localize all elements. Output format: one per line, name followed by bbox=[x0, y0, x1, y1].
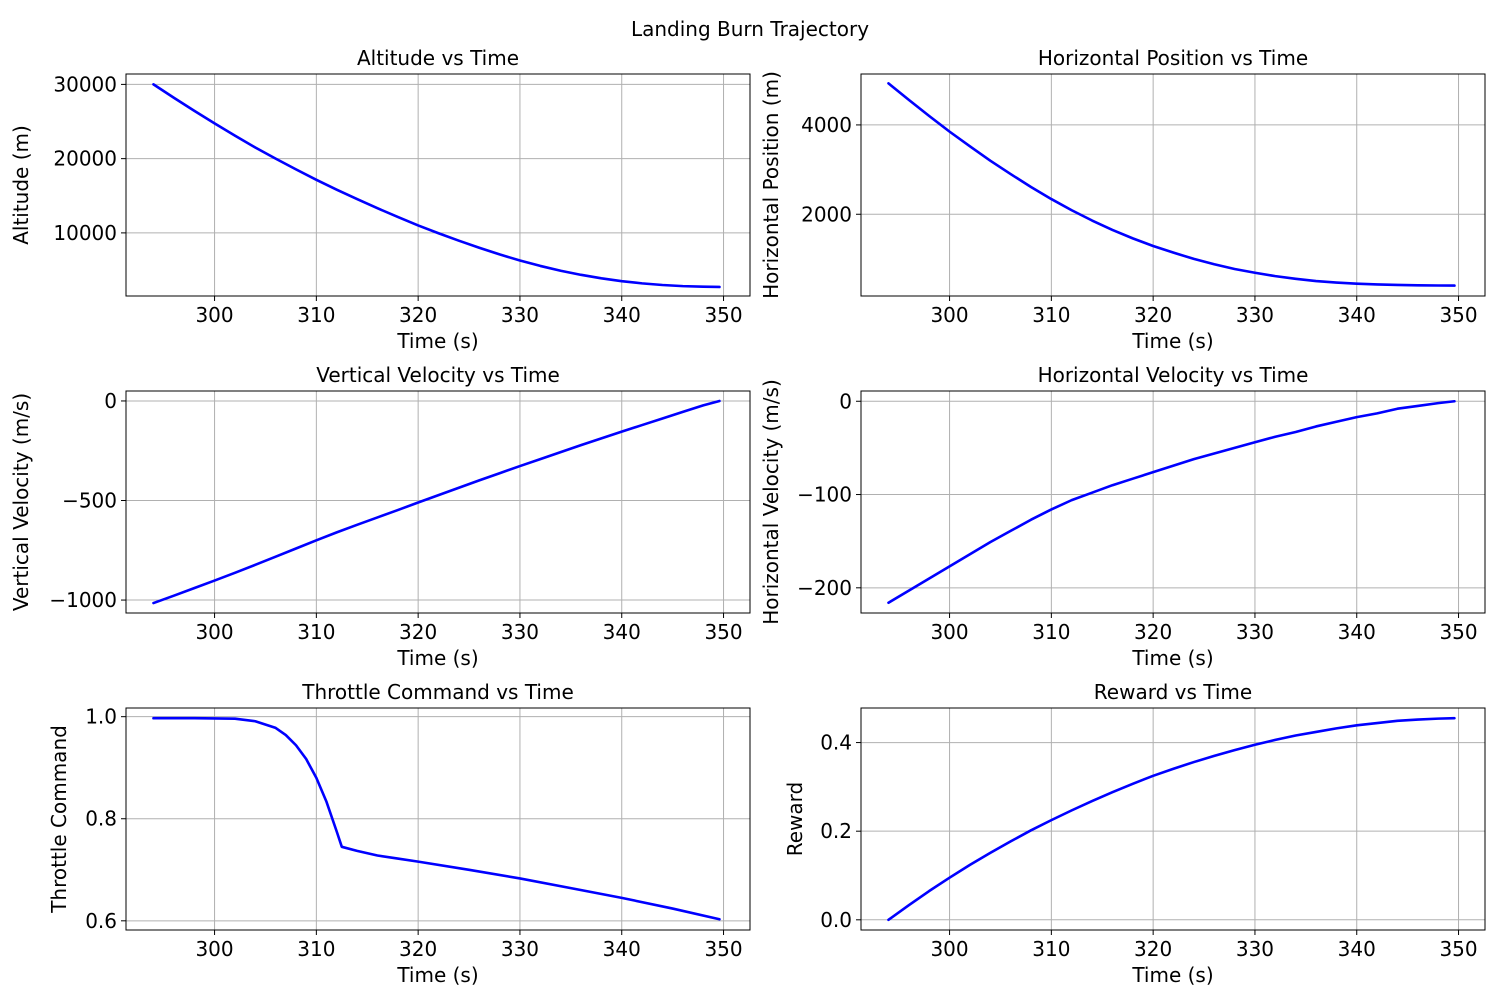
x-axis-label: Time (s) bbox=[1131, 329, 1213, 353]
x-tick-label: 300 bbox=[930, 303, 968, 327]
x-tick-label: 300 bbox=[195, 937, 233, 961]
x-tick-label: 300 bbox=[930, 937, 968, 961]
x-tick-label: 310 bbox=[1032, 937, 1070, 961]
y-tick-label: −1000 bbox=[49, 588, 117, 612]
x-tick-label: 350 bbox=[704, 937, 742, 961]
subplot-4: 300 310 320 330 340 350 −200 −100 0 Horizontal Ve… bbox=[759, 363, 1486, 670]
x-tick-label: 340 bbox=[1338, 620, 1376, 644]
x-axis-label: Time (s) bbox=[396, 963, 478, 987]
y-tick-label: 0.2 bbox=[820, 819, 852, 843]
x-tick-label: 340 bbox=[603, 937, 641, 961]
x-axis-label: Time (s) bbox=[396, 646, 478, 670]
subplot-1: 300 310 320 330 340 350 10000 20000 30000 Altitud… bbox=[9, 46, 751, 353]
x-axis-label: Time (s) bbox=[1131, 963, 1213, 987]
y-tick-label: 0.6 bbox=[85, 909, 117, 933]
x-tick-label: 340 bbox=[603, 620, 641, 644]
x-tick-label: 350 bbox=[704, 303, 742, 327]
x-tick-label: 330 bbox=[501, 937, 539, 961]
y-tick-label: 0.4 bbox=[820, 731, 852, 755]
plot-frame bbox=[125, 73, 751, 297]
y-axis-label: Reward bbox=[783, 782, 807, 856]
series-line bbox=[887, 399, 1456, 605]
subplot-5: 300 310 320 330 340 350 0.6 0.8 1.0 Throttle Comm… bbox=[47, 680, 751, 987]
x-tick-label: 350 bbox=[704, 620, 742, 644]
y-tick-label: 1.0 bbox=[85, 705, 117, 729]
y-tick-label: 4000 bbox=[801, 113, 852, 137]
x-axis-label: Time (s) bbox=[396, 329, 478, 353]
y-axis-label: Vertical Velocity (m/s) bbox=[9, 393, 33, 611]
subplot-2: 300 310 320 330 340 350 2000 4000 Horizontal Pos… bbox=[759, 46, 1486, 353]
y-tick-label: −200 bbox=[797, 576, 852, 600]
x-tick-label: 320 bbox=[1134, 303, 1172, 327]
y-tick-label: 20000 bbox=[53, 147, 117, 171]
subplot-title: Vertical Velocity vs Time bbox=[316, 363, 560, 387]
x-tick-label: 350 bbox=[1439, 303, 1477, 327]
y-axis-label: Horizontal Velocity (m/s) bbox=[759, 379, 783, 625]
x-tick-label: 310 bbox=[297, 620, 335, 644]
x-tick-label: 310 bbox=[1032, 620, 1070, 644]
series-line bbox=[152, 83, 721, 289]
x-tick-label: 310 bbox=[297, 303, 335, 327]
subplot-title: Throttle Command vs Time bbox=[301, 680, 574, 704]
y-axis-label: Altitude (m) bbox=[9, 125, 33, 245]
subplot-grid: 300 310 320 330 340 350100002000030000Altitud… bbox=[9, 46, 1486, 987]
y-tick-label: −500 bbox=[62, 489, 117, 513]
y-tick-label: −100 bbox=[797, 483, 852, 507]
y-tick-label: 2000 bbox=[801, 202, 852, 226]
x-tick-label: 320 bbox=[399, 620, 437, 644]
x-tick-label: 310 bbox=[1032, 303, 1070, 327]
x-tick-label: 300 bbox=[195, 303, 233, 327]
y-tick-label: 0.8 bbox=[85, 807, 117, 831]
x-axis-label: Time (s) bbox=[1131, 646, 1213, 670]
y-tick-label: 0 bbox=[839, 389, 852, 413]
plot-frame bbox=[860, 707, 1486, 931]
series-line bbox=[152, 716, 721, 921]
y-tick-label: 30000 bbox=[53, 72, 117, 96]
x-tick-label: 350 bbox=[1439, 620, 1477, 644]
x-tick-label: 300 bbox=[195, 620, 233, 644]
x-tick-label: 320 bbox=[1134, 620, 1172, 644]
x-tick-label: 350 bbox=[1439, 937, 1477, 961]
x-tick-label: 330 bbox=[1236, 937, 1274, 961]
y-tick-label: 0 bbox=[104, 389, 117, 413]
x-tick-label: 320 bbox=[399, 303, 437, 327]
subplot-title: Horizontal Position vs Time bbox=[1038, 46, 1308, 70]
plot-frame bbox=[860, 390, 1486, 614]
x-tick-label: 300 bbox=[930, 620, 968, 644]
x-tick-label: 330 bbox=[501, 620, 539, 644]
subplot-3: 300 310 320 330 340 350 −1000 −500 0 Vertical Vel… bbox=[9, 363, 751, 670]
series-line bbox=[887, 82, 1456, 287]
x-tick-label: 330 bbox=[501, 303, 539, 327]
x-tick-label: 330 bbox=[1236, 303, 1274, 327]
series-line bbox=[887, 716, 1456, 922]
y-tick-label: 10000 bbox=[53, 221, 117, 245]
subplot-6: 300 310 320 330 340 350 0.0 0.2 0.4 Reward vs Tim… bbox=[783, 680, 1486, 987]
x-tick-label: 320 bbox=[399, 937, 437, 961]
x-tick-label: 340 bbox=[1338, 937, 1376, 961]
subplot-title: Altitude vs Time bbox=[357, 46, 519, 70]
x-tick-label: 340 bbox=[1338, 303, 1376, 327]
subplot-title: Reward vs Time bbox=[1094, 680, 1252, 704]
y-axis-label: Horizontal Position (m) bbox=[759, 71, 783, 299]
x-tick-label: 330 bbox=[1236, 620, 1274, 644]
x-tick-label: 310 bbox=[297, 937, 335, 961]
subplot-title: Horizontal Velocity vs Time bbox=[1038, 363, 1309, 387]
y-tick-label: 0.0 bbox=[820, 908, 852, 932]
plot-frame bbox=[125, 390, 751, 614]
y-axis-label: Throttle Command bbox=[47, 725, 71, 914]
x-tick-label: 320 bbox=[1134, 937, 1172, 961]
series-line bbox=[152, 399, 721, 605]
figure-title: Landing Burn Trajectory bbox=[631, 17, 869, 41]
plot-frame bbox=[860, 73, 1486, 297]
x-tick-label: 340 bbox=[603, 303, 641, 327]
